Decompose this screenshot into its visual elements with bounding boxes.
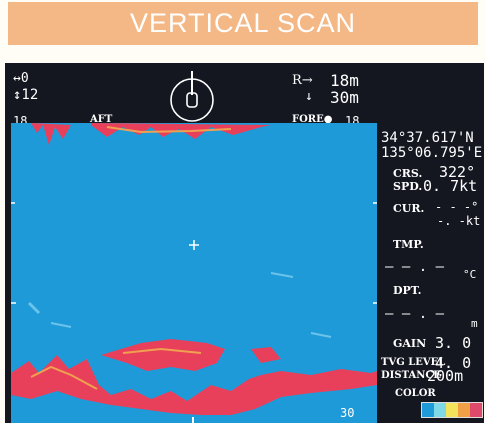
color-swatch-4 bbox=[458, 403, 470, 417]
color-scale-bar bbox=[421, 402, 483, 418]
longitude-readout: 135°06.795'E bbox=[381, 145, 483, 161]
horizontal-tilt-readout: ↔0 bbox=[13, 71, 29, 86]
depth-readout-value: — — . — bbox=[385, 306, 445, 322]
color-swatch-1 bbox=[422, 403, 434, 417]
course-value: 322° bbox=[439, 163, 476, 181]
range-value: 18m bbox=[330, 71, 359, 90]
distance-label: DISTANCE bbox=[381, 370, 441, 381]
depth-arrow-icon: ↓ bbox=[305, 89, 313, 104]
page-title: VERTICAL SCAN bbox=[129, 8, 357, 38]
speed-label: SPD. bbox=[393, 180, 423, 193]
temperature-unit: °C bbox=[463, 268, 477, 281]
color-label: COLOR bbox=[395, 388, 436, 399]
aft-label: AFT bbox=[90, 114, 113, 125]
tvg-level-value: 4. 0 bbox=[435, 354, 472, 372]
fore-label: FORE● bbox=[292, 114, 333, 125]
gain-label: GAIN bbox=[393, 337, 427, 350]
title-banner: VERTICAL SCAN bbox=[8, 2, 478, 45]
current-direction-value: - - -° bbox=[435, 200, 479, 214]
sonar-display: ↔0 ↕12 R→ 18m ↓ 30m 18 AFT FORE● 18 bbox=[5, 63, 484, 423]
temperature-label: TMP. bbox=[393, 238, 424, 251]
course-label: CRS. bbox=[393, 167, 423, 180]
color-swatch-5 bbox=[470, 403, 482, 417]
vertical-tilt-readout: ↕12 bbox=[13, 87, 39, 103]
bottom-depth-label: 30 bbox=[340, 406, 355, 420]
depth-value: 30m bbox=[330, 88, 359, 107]
speed-value: 0. 7kt bbox=[423, 177, 478, 195]
temperature-value: — — . — bbox=[385, 259, 445, 275]
current-speed-value: -. -kt bbox=[437, 214, 481, 228]
depth-unit: m bbox=[471, 317, 478, 330]
current-label: CUR. bbox=[393, 202, 425, 215]
gain-value: 3. 0 bbox=[435, 334, 472, 352]
tvg-level-label: TVG LEVEL bbox=[381, 357, 446, 368]
distance-value: 200m bbox=[427, 367, 464, 385]
latitude-readout: 34°37.617'N bbox=[381, 130, 474, 146]
ship-heading-icon bbox=[170, 71, 214, 122]
color-swatch-2 bbox=[434, 403, 446, 417]
color-swatch-3 bbox=[446, 403, 458, 417]
range-label: R→ bbox=[292, 73, 313, 88]
vertical-scan-view bbox=[11, 123, 377, 423]
depth-label: DPT. bbox=[393, 284, 422, 297]
